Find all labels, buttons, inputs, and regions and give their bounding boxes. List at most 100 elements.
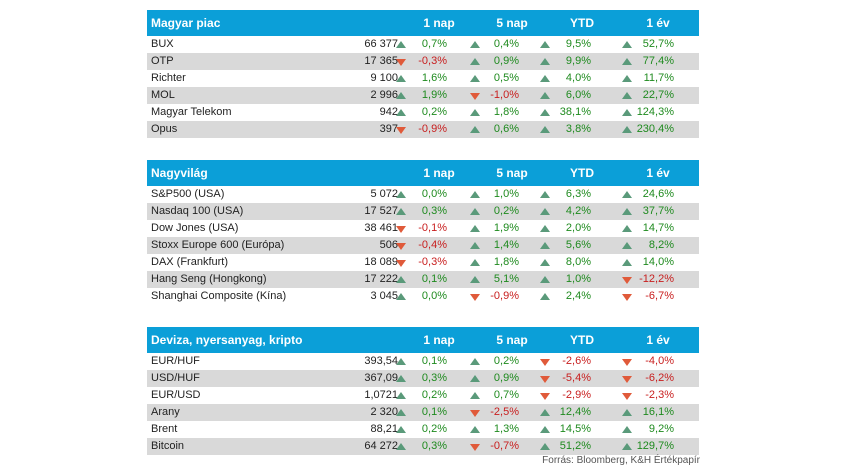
instrument-name: S&P500 (USA) (151, 188, 225, 200)
change-value: 77,4% (642, 55, 674, 67)
triangle-up-icon (470, 225, 480, 232)
instrument-name: Arany (151, 406, 180, 418)
change-value: 0,4% (493, 38, 519, 50)
change-value: 8,2% (648, 239, 674, 251)
triangle-up-icon (470, 126, 480, 133)
triangle-up-icon (540, 75, 550, 82)
instrument-value: 1,0721 (364, 389, 398, 401)
change-value: 0,1% (421, 355, 447, 367)
triangle-down-icon (470, 444, 480, 451)
triangle-up-icon (622, 41, 632, 48)
change-value: 0,2% (421, 106, 447, 118)
change-value: 0,9% (493, 55, 519, 67)
change-value: 5,1% (493, 273, 519, 285)
section-2: Deviza, nyersanyag, kripto 1 nap 5 nap YTD 1… (147, 327, 699, 455)
change-value: 0,3% (421, 440, 447, 452)
change-value: 2,0% (565, 222, 591, 234)
column-header: 1 év (646, 16, 670, 30)
triangle-up-icon (540, 293, 550, 300)
triangle-up-icon (470, 75, 480, 82)
triangle-down-icon (622, 359, 632, 366)
instrument-value: 397 (379, 123, 398, 135)
change-value: 12,4% (559, 406, 591, 418)
triangle-up-icon (396, 92, 406, 99)
change-value: -0,3% (418, 256, 447, 268)
instrument-name: Opus (151, 123, 178, 135)
instrument-name: OTP (151, 55, 174, 67)
triangle-up-icon (470, 426, 480, 433)
triangle-up-icon (540, 276, 550, 283)
column-header: YTD (570, 333, 594, 347)
triangle-up-icon (540, 225, 550, 232)
change-value: -0,7% (490, 440, 519, 452)
column-header: 5 nap (496, 333, 528, 347)
change-value: 1,8% (493, 106, 519, 118)
change-value: 2,4% (565, 290, 591, 302)
table-row: DAX (Frankfurt) 18 089 -0,3% 1,8% 8,0% 14,0% (147, 254, 699, 271)
change-value: -12,2% (639, 273, 674, 285)
change-value: 24,6% (642, 188, 674, 200)
triangle-up-icon (540, 58, 550, 65)
triangle-down-icon (622, 277, 632, 284)
change-value: 8,0% (565, 256, 591, 268)
instrument-name: Magyar Telekom (151, 106, 232, 118)
triangle-down-icon (396, 127, 406, 134)
instrument-value: 66 377 (364, 38, 398, 50)
triangle-up-icon (470, 208, 480, 215)
change-value: 0,1% (421, 273, 447, 285)
triangle-up-icon (540, 426, 550, 433)
section-title: Nagyvilág (151, 166, 208, 180)
triangle-down-icon (470, 410, 480, 417)
instrument-name: EUR/HUF (151, 355, 200, 367)
triangle-down-icon (470, 93, 480, 100)
source-note: Forrás: Bloomberg, K&H Értékpapír (542, 455, 700, 466)
table-row: Nasdaq 100 (USA) 17 527 0,3% 0,2% 4,2% 37,7% (147, 203, 699, 220)
section-header: Nagyvilág 1 nap 5 nap YTD 1 év (147, 160, 699, 186)
table-row: OTP 17 365 -0,3% 0,9% 9,9% 77,4% (147, 53, 699, 70)
triangle-up-icon (540, 443, 550, 450)
triangle-up-icon (540, 109, 550, 116)
instrument-name: Nasdaq 100 (USA) (151, 205, 244, 217)
change-value: 0,0% (421, 290, 447, 302)
change-value: 14,7% (642, 222, 674, 234)
change-value: 9,2% (648, 423, 674, 435)
triangle-down-icon (396, 226, 406, 233)
change-value: 1,0% (493, 188, 519, 200)
triangle-up-icon (396, 41, 406, 48)
triangle-up-icon (540, 191, 550, 198)
change-value: -2,5% (490, 406, 519, 418)
table-row: S&P500 (USA) 5 072 0,0% 1,0% 6,3% 24,6% (147, 186, 699, 203)
instrument-value: 942 (379, 106, 398, 118)
table-row: Arany 2 320 0,1% -2,5% 12,4% 16,1% (147, 404, 699, 421)
triangle-up-icon (396, 443, 406, 450)
change-value: -5,4% (562, 372, 591, 384)
table-row: BUX 66 377 0,7% 0,4% 9,5% 52,7% (147, 36, 699, 53)
triangle-up-icon (622, 58, 632, 65)
column-header: 1 nap (423, 16, 455, 30)
table-row: Bitcoin 64 272 0,3% -0,7% 51,2% 129,7% (147, 438, 699, 455)
triangle-up-icon (470, 41, 480, 48)
section-spacer (147, 305, 699, 327)
table-row: Richter 9 100 1,6% 0,5% 4,0% 11,7% (147, 70, 699, 87)
table-row: Dow Jones (USA) 38 461 -0,1% 1,9% 2,0% 14,7% (147, 220, 699, 237)
triangle-up-icon (396, 293, 406, 300)
change-value: -1,0% (490, 89, 519, 101)
section-header: Magyar piac 1 nap 5 nap YTD 1 év (147, 10, 699, 36)
change-value: 0,9% (493, 372, 519, 384)
change-value: 1,4% (493, 239, 519, 251)
change-value: -6,2% (645, 372, 674, 384)
column-header: 5 nap (496, 16, 528, 30)
triangle-up-icon (622, 191, 632, 198)
table-row: Hang Seng (Hongkong) 17 222 0,1% 5,1% 1,0% -1… (147, 271, 699, 288)
instrument-name: BUX (151, 38, 174, 50)
instrument-name: Hang Seng (Hongkong) (151, 273, 267, 285)
triangle-up-icon (470, 259, 480, 266)
instrument-name: Shanghai Composite (Kína) (151, 290, 287, 302)
triangle-up-icon (622, 225, 632, 232)
change-value: 4,0% (565, 72, 591, 84)
change-value: 0,7% (421, 38, 447, 50)
change-value: 230,4% (636, 123, 674, 135)
triangle-up-icon (622, 92, 632, 99)
triangle-up-icon (396, 426, 406, 433)
instrument-name: DAX (Frankfurt) (151, 256, 229, 268)
